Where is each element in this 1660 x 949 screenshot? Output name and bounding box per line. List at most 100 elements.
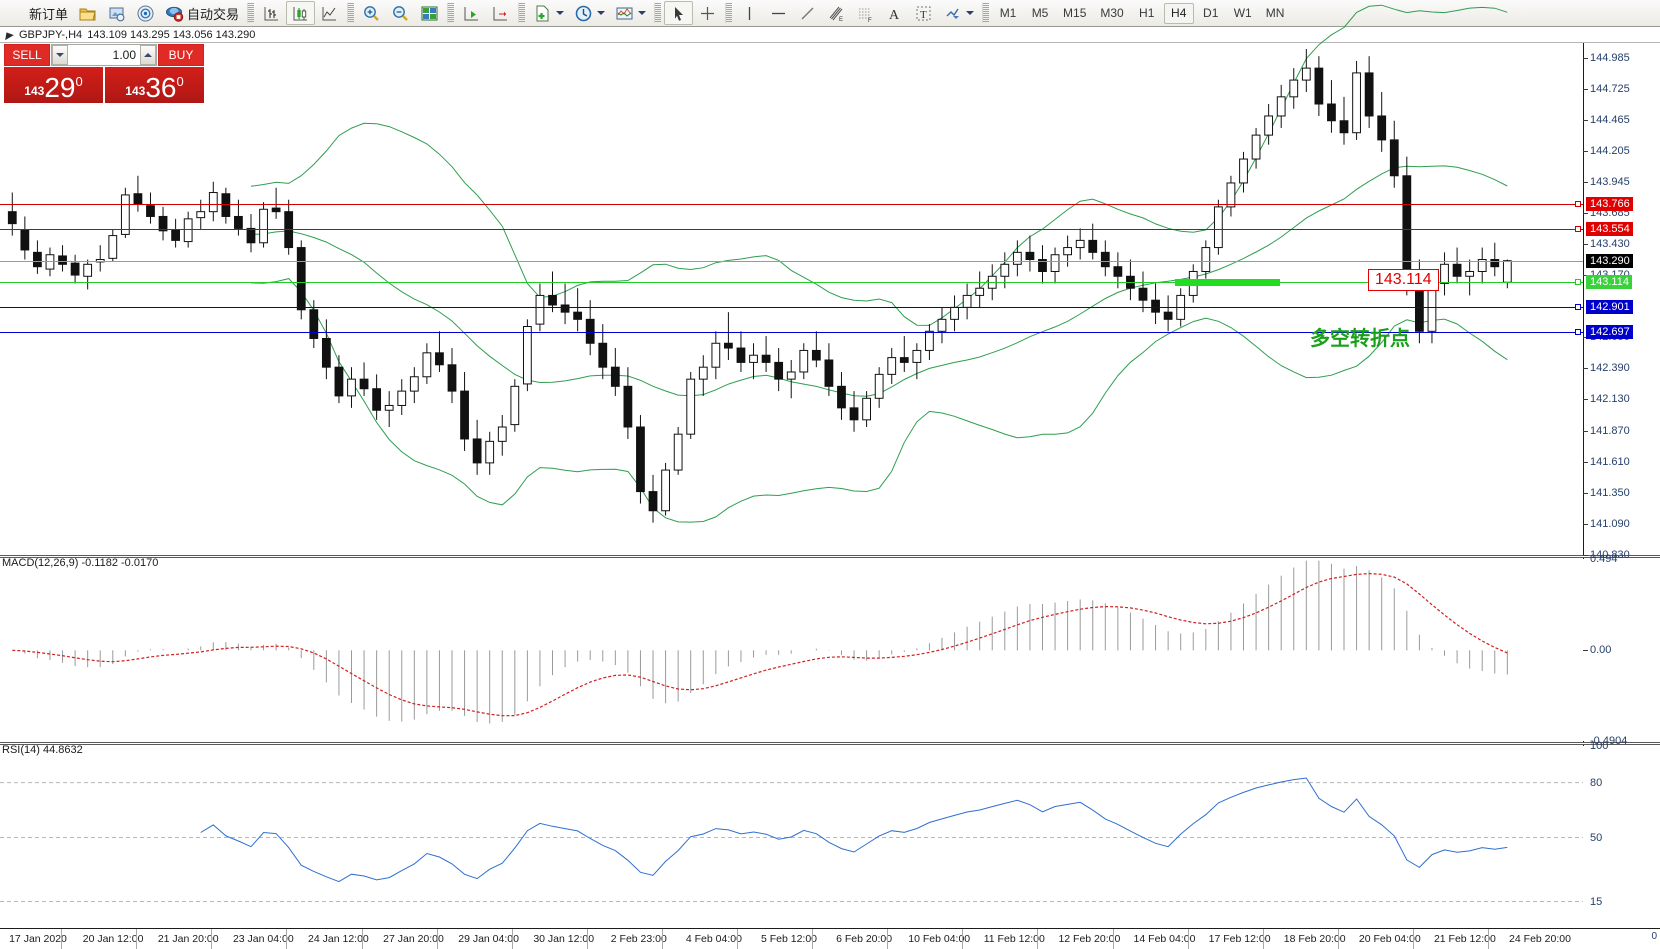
cursor-button[interactable] [664,1,694,25]
horizontal-line-button[interactable] [764,1,793,25]
period-button[interactable] [569,1,610,25]
volume-increase-button[interactable] [140,45,156,65]
chevron-down-icon[interactable] [597,11,606,15]
price-level-badge[interactable]: 142.901 [1586,300,1633,315]
price-level-badge[interactable]: 143.554 [1586,222,1633,237]
sell-price-integer: 143 [24,84,45,98]
chart-area[interactable]: MACD(12,26,9) -0.1182 -0.0170 RSI(14) 44… [0,4,1660,929]
price-tick-label: 141.870 [1590,424,1630,437]
price-level-badge[interactable]: 142.697 [1586,324,1633,339]
price-level-badge[interactable]: 143.114 [1586,274,1632,289]
rsi-pane[interactable] [0,746,1660,929]
price-level-handle[interactable] [1575,200,1581,207]
buy-price-box[interactable]: 143 36 0 [105,67,204,103]
time-tick [361,929,363,949]
time-tick [511,929,513,949]
macd-tick-label: 0.00 [1590,644,1612,657]
candlestick-chart-button[interactable] [286,1,316,25]
price-tick-label: 141.610 [1590,455,1630,468]
objects-icon [946,8,960,19]
price-level-line[interactable] [0,229,1583,231]
volume-decrease-button[interactable] [52,45,68,65]
time-axis[interactable]: 0 17 Jan 2020 20 Jan 12:00 21 Jan 20:00 23 … [0,928,1660,949]
price-level-line[interactable] [0,331,1583,333]
support-zone-highlight [1175,278,1280,286]
indicators-button[interactable] [610,1,651,25]
timeframe-m5[interactable]: M5 [1031,6,1049,20]
timeframe-m30[interactable]: M30 [1100,6,1124,20]
trendline-button[interactable] [793,1,822,25]
collapse-arrow-icon[interactable] [2,29,14,41]
zoom-in-button[interactable] [357,1,386,25]
text-icon: A [889,8,900,23]
new-order-button[interactable]: 新订单 [2,1,73,25]
price-level-handle[interactable] [1575,226,1581,233]
buy-button[interactable]: BUY [158,44,204,66]
time-tick-label: 21 Feb 12:00 [1433,933,1496,945]
fibonacci-button[interactable]: F [851,1,880,25]
auto-scroll-button[interactable] [457,1,486,25]
timeframe-d1[interactable]: D1 [1203,6,1219,20]
sell-price-box[interactable]: 143 29 0 [4,67,103,103]
timeframe-mn[interactable]: MN [1265,6,1285,20]
zoom-out-button[interactable] [386,1,415,25]
vertical-line-button[interactable] [735,1,764,25]
chevron-down-icon[interactable] [638,11,647,15]
macd-pane[interactable] [0,559,1660,741]
chevron-down-icon[interactable] [966,11,975,15]
crosshair-button[interactable] [693,1,722,25]
chevron-down-icon[interactable] [556,11,565,15]
macd-label: MACD(12,26,9) -0.1182 -0.0170 [2,557,159,569]
open-data-folder-button[interactable] [73,1,102,25]
objects-button[interactable] [938,1,979,25]
timeframe-m1[interactable]: M1 [999,6,1017,20]
price-tick [1583,399,1588,401]
timeframe-m15[interactable]: M15 [1063,6,1087,20]
time-tick [436,929,438,949]
chart-shift-button[interactable] [486,1,515,25]
cursor-icon [675,6,684,21]
time-tick [1112,929,1114,949]
price-tick [1583,368,1588,370]
sell-button[interactable]: SELL [4,44,50,66]
price-level-badge[interactable]: 143.766 [1586,196,1633,211]
time-tick [887,929,889,949]
templates-button[interactable] [528,1,569,25]
macd-tick [1583,650,1588,652]
equidistant-channel-icon: E [829,6,843,23]
volume-stepper[interactable]: 1.00 [51,44,157,66]
line-chart-icon [322,6,337,20]
price-tick [1583,151,1588,153]
price-pane[interactable] [0,4,1660,555]
one-click-trading-panel[interactable]: SELL 1.00 BUY 143 29 0 143 36 0 [4,44,204,103]
bar-chart-button[interactable] [257,1,286,25]
price-level-line[interactable] [0,281,1583,283]
price-tick [1583,523,1588,525]
price-level-handle[interactable] [1575,304,1581,311]
timeframe-w1[interactable]: W1 [1233,6,1252,20]
price-level-line[interactable] [0,203,1583,205]
text-label-button[interactable]: T [909,1,938,25]
time-tick [1262,929,1264,949]
price-level-handle[interactable] [1575,278,1581,285]
autotrade-button[interactable]: 自动交易 [160,1,244,25]
price-level-handle[interactable] [1575,328,1581,335]
price-tick-label: 144.465 [1590,114,1630,127]
price-level-line[interactable] [0,307,1583,309]
timeframe-h1[interactable]: H1 [1139,6,1155,20]
time-tick-label: 5 Feb 12:00 [760,933,818,945]
line-chart-button[interactable] [315,1,344,25]
volume-value[interactable]: 1.00 [68,45,140,65]
text-button[interactable]: A [880,1,909,25]
publish-icon [109,7,125,21]
publish-button[interactable] [102,1,131,25]
price-level-badge[interactable]: 143.290 [1586,253,1633,268]
timeframe-h4[interactable]: H4 [1163,2,1194,24]
main-toolbar: 新订单 自动交易 [0,0,1660,27]
signals-button[interactable] [131,1,160,25]
equidistant-channel-button[interactable]: E [822,1,851,25]
buy-price-main: 36 [145,72,177,103]
tile-windows-button[interactable] [415,1,444,25]
time-tick [962,929,964,949]
price-level-line[interactable] [0,260,1583,262]
